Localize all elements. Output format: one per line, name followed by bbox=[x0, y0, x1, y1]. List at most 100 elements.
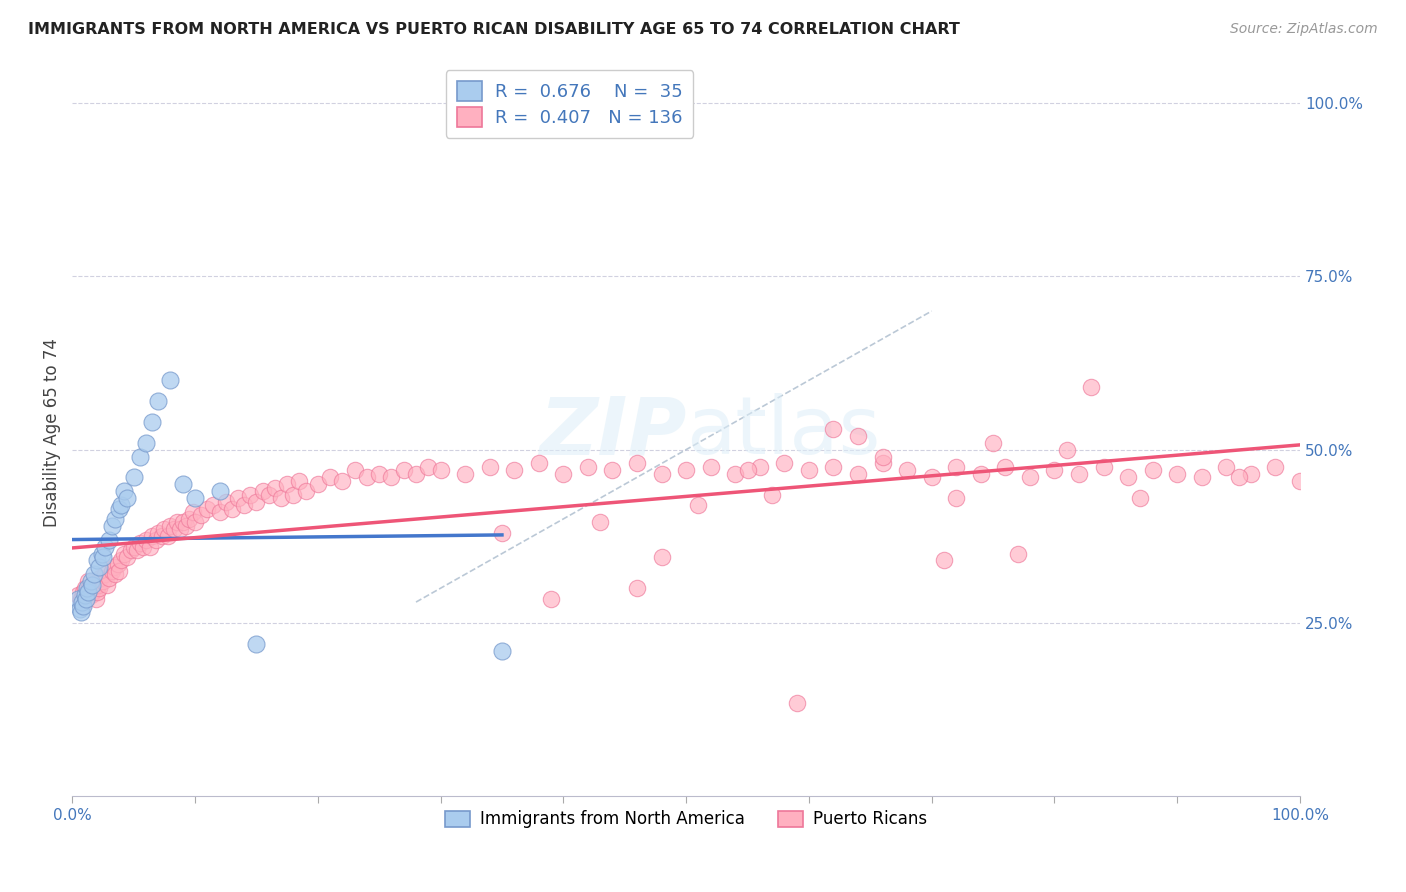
Point bbox=[245, 494, 267, 508]
Point bbox=[737, 463, 759, 477]
Point bbox=[491, 643, 513, 657]
Point bbox=[86, 553, 108, 567]
Point bbox=[252, 484, 274, 499]
Point bbox=[104, 512, 127, 526]
Point bbox=[872, 457, 894, 471]
Point bbox=[418, 459, 440, 474]
Point bbox=[823, 459, 845, 474]
Point bbox=[288, 474, 311, 488]
Point bbox=[67, 588, 90, 602]
Point bbox=[72, 599, 94, 613]
Point bbox=[108, 564, 131, 578]
Point bbox=[202, 498, 225, 512]
Point bbox=[270, 491, 292, 505]
Point bbox=[94, 567, 117, 582]
Point bbox=[846, 429, 869, 443]
Point bbox=[1264, 459, 1286, 474]
Point bbox=[75, 591, 97, 606]
Point bbox=[1056, 442, 1078, 457]
Point bbox=[208, 484, 231, 499]
Point bbox=[872, 450, 894, 464]
Point bbox=[122, 470, 145, 484]
Point bbox=[319, 470, 342, 484]
Point bbox=[176, 519, 198, 533]
Point bbox=[100, 519, 122, 533]
Point bbox=[96, 578, 118, 592]
Point bbox=[994, 459, 1017, 474]
Point bbox=[540, 591, 562, 606]
Point bbox=[112, 547, 135, 561]
Point bbox=[70, 595, 93, 609]
Point bbox=[454, 467, 477, 481]
Point bbox=[307, 477, 329, 491]
Point bbox=[148, 525, 170, 540]
Point bbox=[67, 591, 90, 606]
Point bbox=[159, 519, 181, 533]
Point bbox=[1215, 459, 1237, 474]
Point bbox=[98, 533, 121, 547]
Point bbox=[145, 533, 167, 547]
Point bbox=[1166, 467, 1188, 481]
Point bbox=[626, 581, 648, 595]
Point bbox=[83, 574, 105, 589]
Point bbox=[846, 467, 869, 481]
Point bbox=[208, 505, 231, 519]
Point bbox=[72, 584, 94, 599]
Point bbox=[429, 463, 451, 477]
Point bbox=[110, 553, 132, 567]
Point bbox=[1067, 467, 1090, 481]
Point bbox=[77, 584, 100, 599]
Point bbox=[405, 467, 427, 481]
Point bbox=[1227, 470, 1250, 484]
Point bbox=[98, 571, 121, 585]
Point bbox=[181, 505, 204, 519]
Point bbox=[215, 494, 238, 508]
Point bbox=[343, 463, 366, 477]
Text: Source: ZipAtlas.com: Source: ZipAtlas.com bbox=[1230, 22, 1378, 37]
Point bbox=[135, 435, 157, 450]
Point bbox=[190, 508, 212, 523]
Point bbox=[128, 450, 150, 464]
Point bbox=[651, 467, 673, 481]
Point bbox=[651, 549, 673, 564]
Point bbox=[80, 578, 103, 592]
Text: atlas: atlas bbox=[686, 393, 880, 471]
Point bbox=[128, 536, 150, 550]
Point bbox=[104, 567, 127, 582]
Point bbox=[172, 477, 194, 491]
Point bbox=[576, 459, 599, 474]
Point bbox=[184, 516, 207, 530]
Point bbox=[76, 584, 98, 599]
Point bbox=[69, 606, 91, 620]
Legend: Immigrants from North America, Puerto Ricans: Immigrants from North America, Puerto Ri… bbox=[439, 804, 934, 835]
Point bbox=[356, 470, 378, 484]
Point bbox=[73, 588, 96, 602]
Point bbox=[89, 560, 111, 574]
Point bbox=[108, 501, 131, 516]
Point bbox=[103, 560, 125, 574]
Point bbox=[1142, 463, 1164, 477]
Point bbox=[1240, 467, 1263, 481]
Point bbox=[80, 584, 103, 599]
Point bbox=[82, 578, 104, 592]
Point bbox=[177, 512, 200, 526]
Point bbox=[368, 467, 391, 481]
Point bbox=[169, 522, 191, 536]
Point bbox=[896, 463, 918, 477]
Point bbox=[138, 540, 160, 554]
Point bbox=[392, 463, 415, 477]
Point bbox=[87, 578, 110, 592]
Point bbox=[1043, 463, 1066, 477]
Point bbox=[1191, 470, 1213, 484]
Point bbox=[86, 584, 108, 599]
Point bbox=[1080, 380, 1102, 394]
Point bbox=[626, 457, 648, 471]
Point bbox=[1092, 459, 1115, 474]
Point bbox=[1019, 470, 1042, 484]
Point bbox=[602, 463, 624, 477]
Point bbox=[773, 457, 796, 471]
Point bbox=[932, 553, 955, 567]
Point bbox=[153, 522, 176, 536]
Point bbox=[91, 574, 114, 589]
Point bbox=[172, 516, 194, 530]
